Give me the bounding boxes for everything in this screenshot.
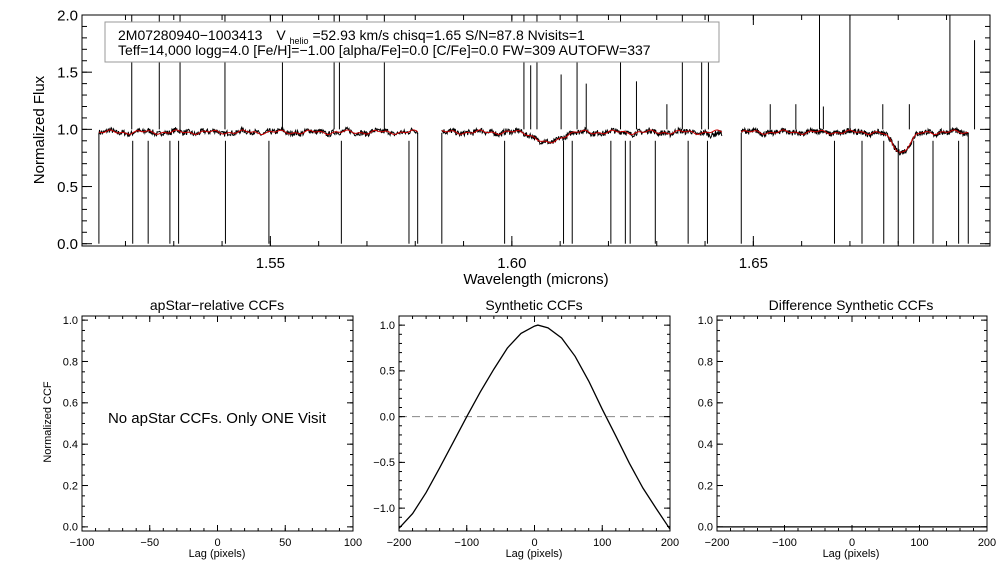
x-tick-label: 200	[661, 537, 679, 549]
y-tick-label: 0.4	[63, 439, 78, 451]
x-tick-label: 100	[910, 537, 928, 549]
spectrum-ticks: 1.55 1.60 1.65 0.0 0.5 1.0 1.5 2.0	[57, 7, 990, 272]
spectrum-ylabel: Normalized Flux	[31, 75, 48, 184]
y-tick-label: 1.0	[698, 315, 713, 327]
synthetic-ccf-xlabel: Lag (pixels)	[506, 548, 563, 560]
apstar-ccf-ticks: −100 −50 0 50 100 0.0 0.2 0.4 0.6 0.8 1.0	[63, 315, 362, 549]
spectrum-model-line	[741, 129, 969, 153]
synthetic-ccf-ticks: −200 −100 0 100 200 −1.0 −0.5 0.0 0.5 1.0	[373, 315, 679, 549]
spectrum-xlabel: Wavelength (microns)	[463, 271, 608, 288]
synthetic-ccf-panel: Synthetic CCFs −200 −100 0 100 200 −1.0 −0.5 0.…	[373, 297, 679, 560]
x-tick-label: 1.60	[497, 255, 526, 272]
x-tick-label: −100	[454, 537, 479, 549]
x-tick-label: 100	[344, 537, 362, 549]
synthetic-ccf-frame	[398, 315, 671, 532]
x-tick-label: 200	[978, 537, 996, 549]
x-tick-label: 0	[849, 537, 855, 549]
x-tick-label: 1.65	[739, 255, 768, 272]
vhelio-subscript: helio	[290, 36, 309, 46]
info-line-1: 2M07280940−1003413 V helio =52.93 km/s c…	[118, 27, 585, 47]
y-tick-label: 0.0	[380, 411, 395, 423]
spectrum-model-line	[98, 129, 418, 135]
apstar-ccf-xlabel: Lag (pixels)	[189, 548, 246, 560]
x-tick-label: 1.55	[256, 255, 285, 272]
info-line-2: Teff=14,000 logg=4.0 [Fe/H]=−1.00 [alpha…	[118, 42, 651, 58]
apstar-ccf-ylabel: Normalized CCF	[42, 381, 54, 463]
vhelio-symbol: V	[276, 27, 286, 43]
spectrum-model-line	[441, 129, 723, 144]
x-tick-label: 0	[214, 537, 220, 549]
y-tick-label: 0.0	[63, 522, 78, 534]
x-tick-label: −100	[70, 537, 95, 549]
x-tick-label: −200	[387, 537, 412, 549]
spectrum-flux-line	[98, 125, 419, 138]
apstar-ccf-panel: apStar−relative CCFs −100 −50 0 50 100 0.0 0.2…	[42, 297, 362, 560]
synthetic-ccf-title: Synthetic CCFs	[485, 297, 582, 313]
difference-ccf-title: Difference Synthetic CCFs	[769, 297, 934, 313]
x-tick-label: −100	[772, 537, 797, 549]
y-tick-label: 0.2	[63, 480, 78, 492]
difference-ccf-ticks: −200 −100 0 100 200 0.0 0.2 0.4 0.6 0.8 1.0	[698, 315, 996, 549]
x-tick-label: −50	[140, 537, 159, 549]
x-tick-label: 100	[593, 537, 611, 549]
spectrum-panel: 1.55 1.60 1.65 0.0 0.5 1.0 1.5 2.0 2M07280940−1…	[31, 7, 991, 288]
y-tick-label: 0.0	[57, 236, 78, 253]
synthetic-ccf-curve	[398, 324, 671, 530]
spectrum-frame	[81, 14, 991, 247]
difference-ccf-panel: Difference Synthetic CCFs −200 −100 0 100 20…	[698, 297, 996, 560]
star-id: 2M07280940−1003413	[118, 27, 263, 43]
x-tick-label: 50	[279, 537, 291, 549]
spectrum-flux-line	[740, 126, 969, 156]
y-tick-label: 1.0	[63, 315, 78, 327]
y-tick-label: 0.5	[57, 179, 78, 196]
y-tick-label: 1.0	[380, 320, 395, 332]
y-tick-label: −1.0	[373, 503, 395, 515]
no-ccf-note: No apStar CCFs. Only ONE Visit	[108, 410, 327, 427]
star-stats: =52.93 km/s chisq=1.65 S/N=87.8 Nvisits=…	[312, 27, 585, 43]
y-tick-label: 0.0	[698, 522, 713, 534]
x-tick-label: 0	[531, 537, 537, 549]
y-tick-label: 2.0	[57, 7, 78, 24]
info-box	[104, 21, 720, 63]
y-tick-label: 0.8	[63, 356, 78, 368]
y-tick-label: 0.6	[63, 398, 78, 410]
difference-ccf-frame	[716, 315, 988, 532]
y-tick-label: −0.5	[373, 457, 395, 469]
y-tick-label: 0.8	[698, 356, 713, 368]
y-tick-label: 1.5	[57, 64, 78, 81]
apstar-ccf-title: apStar−relative CCFs	[150, 297, 284, 313]
y-tick-label: 0.5	[380, 366, 395, 378]
y-tick-label: 0.6	[698, 398, 713, 410]
spectrum-flux-line	[441, 126, 723, 146]
y-tick-label: 0.4	[698, 439, 713, 451]
difference-ccf-xlabel: Lag (pixels)	[823, 548, 880, 560]
synthetic-ccf-plot-area	[398, 324, 671, 530]
x-tick-label: −200	[705, 537, 730, 549]
y-tick-label: 0.2	[698, 480, 713, 492]
y-tick-label: 1.0	[57, 122, 78, 139]
